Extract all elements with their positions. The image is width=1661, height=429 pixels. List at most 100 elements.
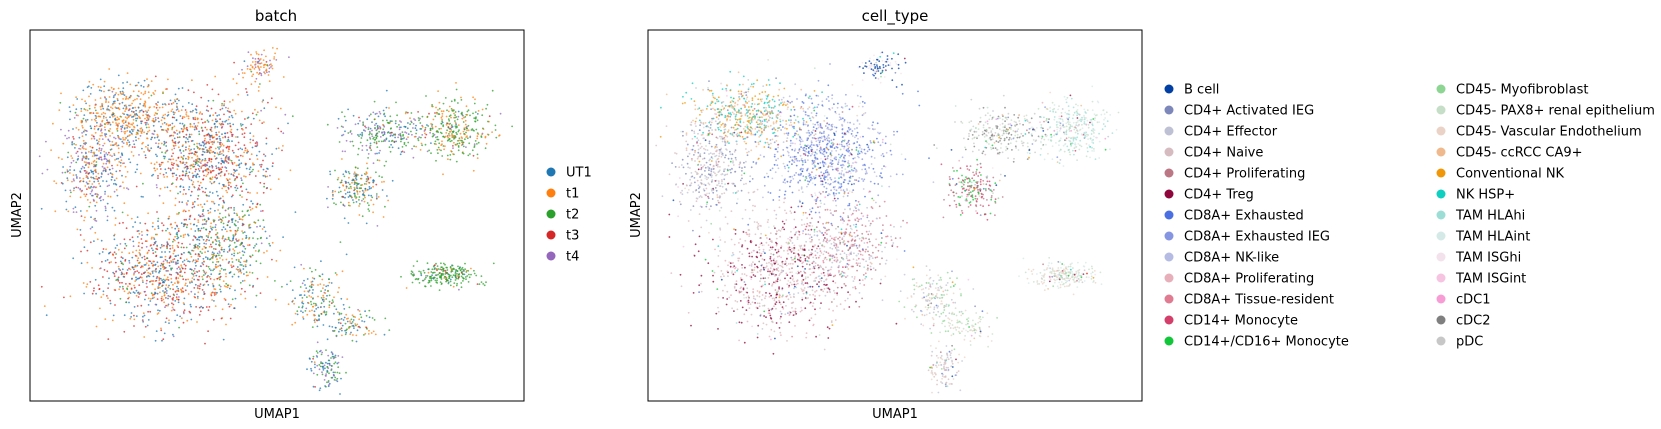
batch-point	[228, 220, 230, 222]
batch-point	[218, 135, 221, 138]
batch-point	[348, 191, 351, 194]
batch-point	[151, 174, 153, 177]
batch-point	[82, 145, 84, 148]
batch-point	[437, 146, 440, 149]
batch-point	[324, 385, 326, 387]
batch-point	[240, 257, 243, 259]
batch-point	[419, 271, 422, 273]
batch-point	[466, 275, 469, 277]
batch-point	[343, 115, 346, 118]
batch-point	[435, 106, 437, 109]
batch-point	[327, 206, 329, 209]
batch-point	[169, 223, 172, 226]
batch-point	[362, 193, 365, 195]
batch-point	[436, 112, 438, 115]
cell-type-point	[747, 130, 750, 133]
batch-point	[170, 110, 173, 113]
batch-point	[361, 184, 364, 186]
batch-point	[453, 268, 455, 271]
batch-point	[125, 272, 128, 275]
batch-point	[254, 80, 257, 83]
batch-point	[271, 153, 273, 156]
batch-point	[338, 186, 341, 189]
batch-point	[242, 76, 245, 79]
batch-point	[357, 122, 360, 125]
batch-point	[94, 278, 97, 281]
batch-point	[248, 238, 250, 240]
batch-point	[252, 246, 255, 249]
batch-point	[75, 143, 77, 146]
batch-point	[175, 129, 178, 132]
batch-point	[323, 305, 326, 308]
batch-point	[224, 166, 227, 169]
batch-point	[201, 235, 203, 238]
batch-point	[170, 277, 173, 280]
batch-point	[236, 187, 239, 190]
batch-point	[93, 154, 96, 157]
batch-point	[469, 153, 471, 155]
batch-point	[488, 115, 491, 118]
batch-point	[263, 121, 265, 123]
batch-point	[434, 125, 437, 128]
batch-point	[431, 127, 434, 130]
batch-point	[212, 99, 215, 102]
cell-type-point	[733, 113, 735, 115]
batch-point	[101, 134, 103, 137]
batch-point	[175, 271, 178, 274]
batch-point	[171, 148, 174, 151]
batch-point	[187, 177, 190, 179]
batch-point	[157, 217, 160, 220]
batch-point	[182, 186, 185, 189]
batch-point	[387, 131, 390, 133]
batch-point	[373, 136, 375, 139]
batch-point	[156, 233, 159, 236]
cell-type-point	[744, 114, 747, 117]
batch-point	[204, 342, 206, 345]
batch-point	[193, 185, 196, 188]
batch-point	[347, 222, 350, 224]
batch-point	[359, 133, 362, 136]
batch-point	[141, 279, 144, 282]
batch-point	[446, 269, 449, 271]
batch-point	[138, 293, 141, 295]
batch-point	[90, 171, 93, 173]
batch-point	[196, 297, 199, 300]
batch-point	[379, 149, 381, 152]
batch-point	[181, 170, 184, 173]
batch-point	[124, 108, 127, 110]
batch-point	[121, 140, 124, 143]
batch-point	[229, 181, 232, 184]
batch-point	[441, 115, 444, 117]
batch-point	[242, 182, 244, 185]
batch-point	[196, 145, 199, 148]
batch-point	[379, 112, 382, 115]
batch-point	[435, 136, 437, 139]
batch-point	[81, 132, 83, 134]
batch-point	[159, 187, 162, 190]
batch-point	[178, 201, 181, 203]
batch-point	[211, 251, 214, 254]
batch-point	[123, 187, 125, 189]
batch-point	[383, 139, 386, 141]
batch-point	[239, 186, 242, 188]
batch-point	[195, 128, 198, 130]
batch-point	[207, 250, 209, 253]
batch-point	[446, 135, 449, 138]
batch-point	[345, 329, 348, 332]
cell-type-point	[728, 142, 730, 145]
cell-type-point	[734, 115, 737, 118]
batch-point	[463, 116, 465, 119]
batch-point	[200, 118, 203, 121]
batch-point	[406, 111, 409, 114]
batch-point	[357, 174, 359, 176]
batch-point	[94, 114, 97, 117]
batch-point	[154, 291, 156, 294]
batch-point	[231, 140, 233, 143]
batch-point	[148, 150, 151, 152]
cell-type-point	[785, 104, 787, 107]
batch-point	[229, 244, 231, 247]
batch-point	[129, 317, 132, 320]
cell-type-point	[729, 101, 732, 104]
batch-point	[363, 200, 366, 203]
batch-point	[235, 189, 238, 192]
